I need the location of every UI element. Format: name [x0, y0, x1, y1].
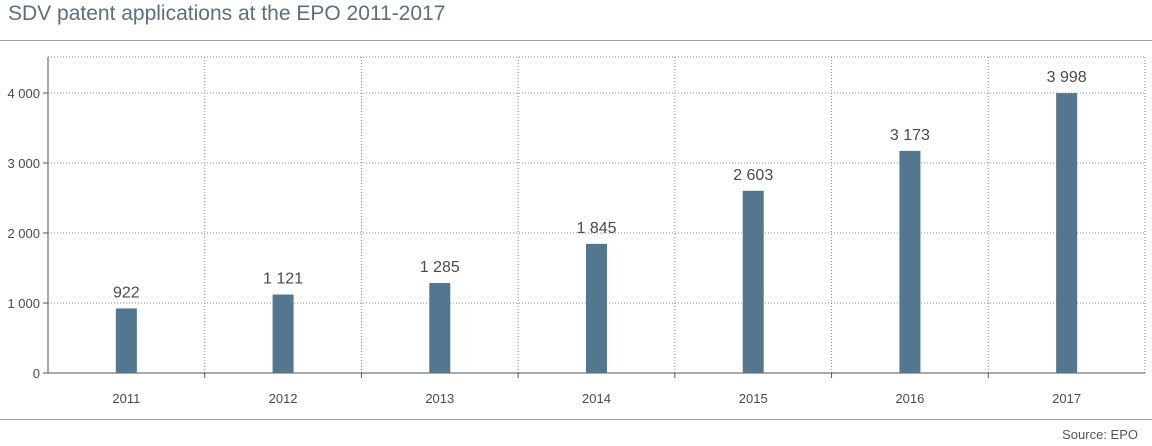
chart-title: SDV patent applications at the EPO 2011-…: [8, 2, 446, 25]
chart-source: Source: EPO: [1062, 427, 1138, 442]
y-tick-label: 3 000: [7, 156, 40, 171]
x-tick-label: 2016: [895, 391, 924, 406]
x-tick-label: 2015: [739, 391, 768, 406]
bar-value-label: 2 603: [733, 167, 773, 184]
x-tick-label: 2013: [425, 391, 454, 406]
bar: [742, 190, 764, 373]
bar: [115, 308, 137, 373]
bar-value-label: 3 998: [1047, 69, 1087, 86]
bar: [586, 243, 607, 373]
x-tick-label: 2017: [1052, 391, 1081, 406]
bar-value-label: 3 173: [890, 127, 930, 144]
bar-value-label: 1 121: [263, 271, 303, 288]
y-tick-label: 1 000: [7, 296, 40, 311]
bar-value-label: 1 285: [420, 259, 460, 276]
title-divider: [0, 40, 1152, 41]
y-tick-label: 0: [33, 366, 40, 381]
bar: [429, 283, 451, 373]
x-tick-label: 2014: [582, 391, 611, 406]
bar: [272, 294, 294, 373]
y-tick-label: 4 000: [7, 86, 40, 101]
footer-divider: [0, 419, 1152, 420]
y-tick-label: 2 000: [7, 226, 40, 241]
bar: [899, 150, 921, 373]
x-tick-label: 2012: [269, 391, 298, 406]
bar-value-label: 922: [113, 284, 140, 301]
bar-value-label: 1 845: [576, 220, 616, 237]
x-tick-label: 2011: [112, 391, 140, 406]
bar: [1056, 93, 1078, 373]
